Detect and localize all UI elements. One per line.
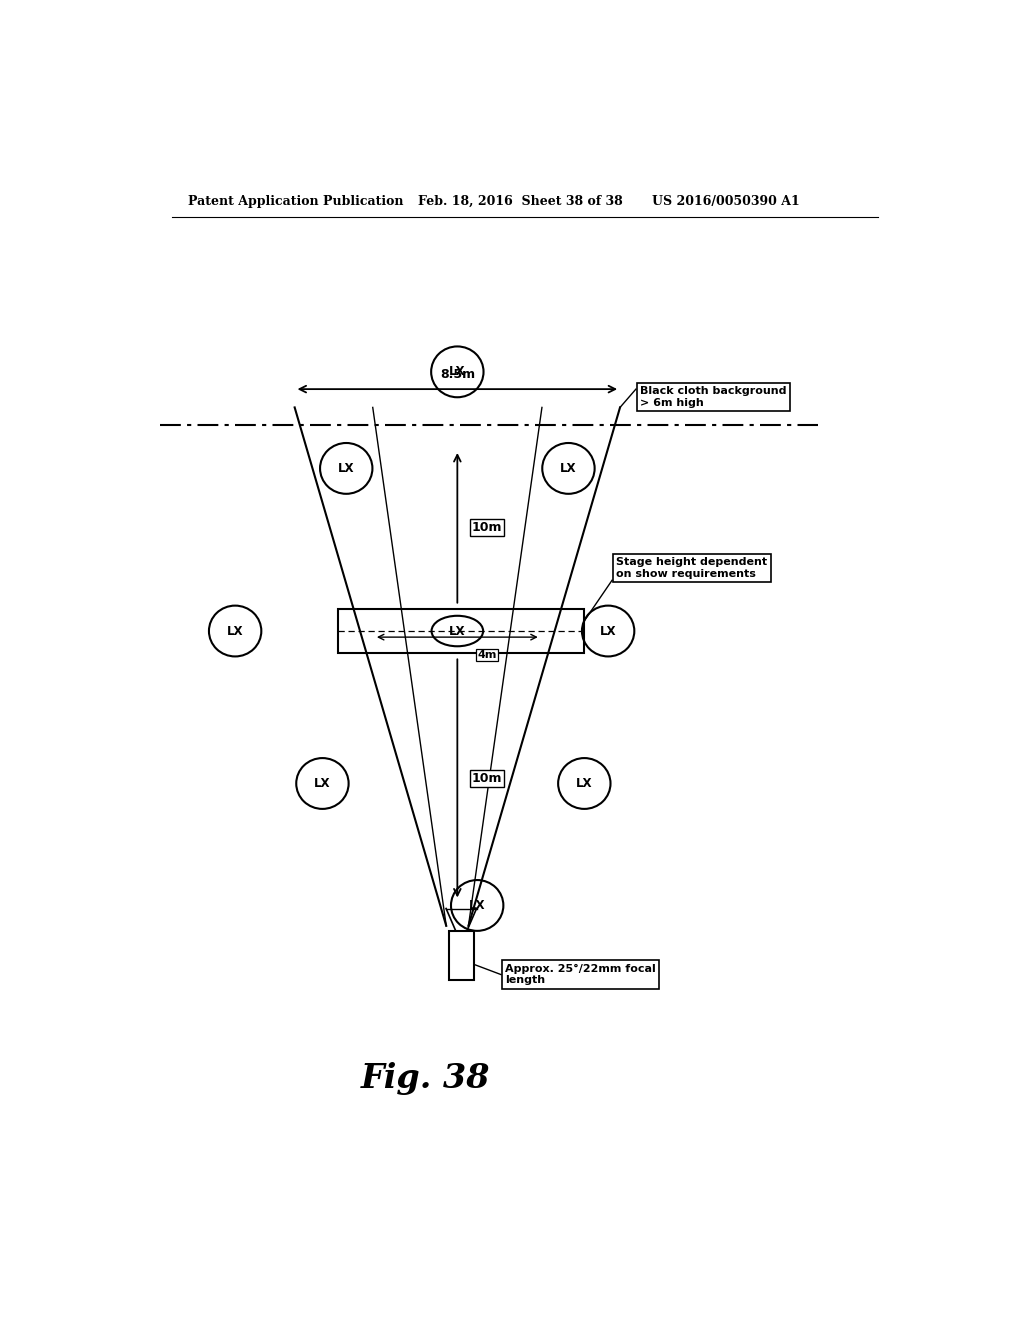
Text: LX: LX — [600, 624, 616, 638]
Text: LX: LX — [338, 462, 354, 475]
Text: LX: LX — [450, 366, 466, 379]
Bar — [449, 931, 474, 979]
Text: Patent Application Publication: Patent Application Publication — [187, 194, 403, 207]
Text: LX: LX — [450, 624, 466, 638]
Text: Black cloth background
> 6m high: Black cloth background > 6m high — [640, 387, 786, 408]
Text: LX: LX — [560, 462, 577, 475]
Text: LX: LX — [227, 624, 244, 638]
Text: Approx. 25°/22mm focal
length: Approx. 25°/22mm focal length — [505, 964, 655, 986]
Text: Feb. 18, 2016  Sheet 38 of 38: Feb. 18, 2016 Sheet 38 of 38 — [418, 194, 623, 207]
Text: Fig. 38: Fig. 38 — [360, 1061, 490, 1094]
Text: LX: LX — [577, 777, 593, 789]
Text: US 2016/0050390 A1: US 2016/0050390 A1 — [652, 194, 800, 207]
Text: 8.5m: 8.5m — [439, 368, 475, 381]
Text: 10m: 10m — [472, 772, 502, 785]
Bar — [338, 609, 585, 653]
Text: LX: LX — [314, 777, 331, 789]
Text: LX: LX — [469, 899, 485, 912]
Text: Stage height dependent
on show requirements: Stage height dependent on show requireme… — [616, 557, 767, 578]
Text: 10m: 10m — [472, 521, 502, 535]
Text: 4m: 4m — [477, 651, 497, 660]
